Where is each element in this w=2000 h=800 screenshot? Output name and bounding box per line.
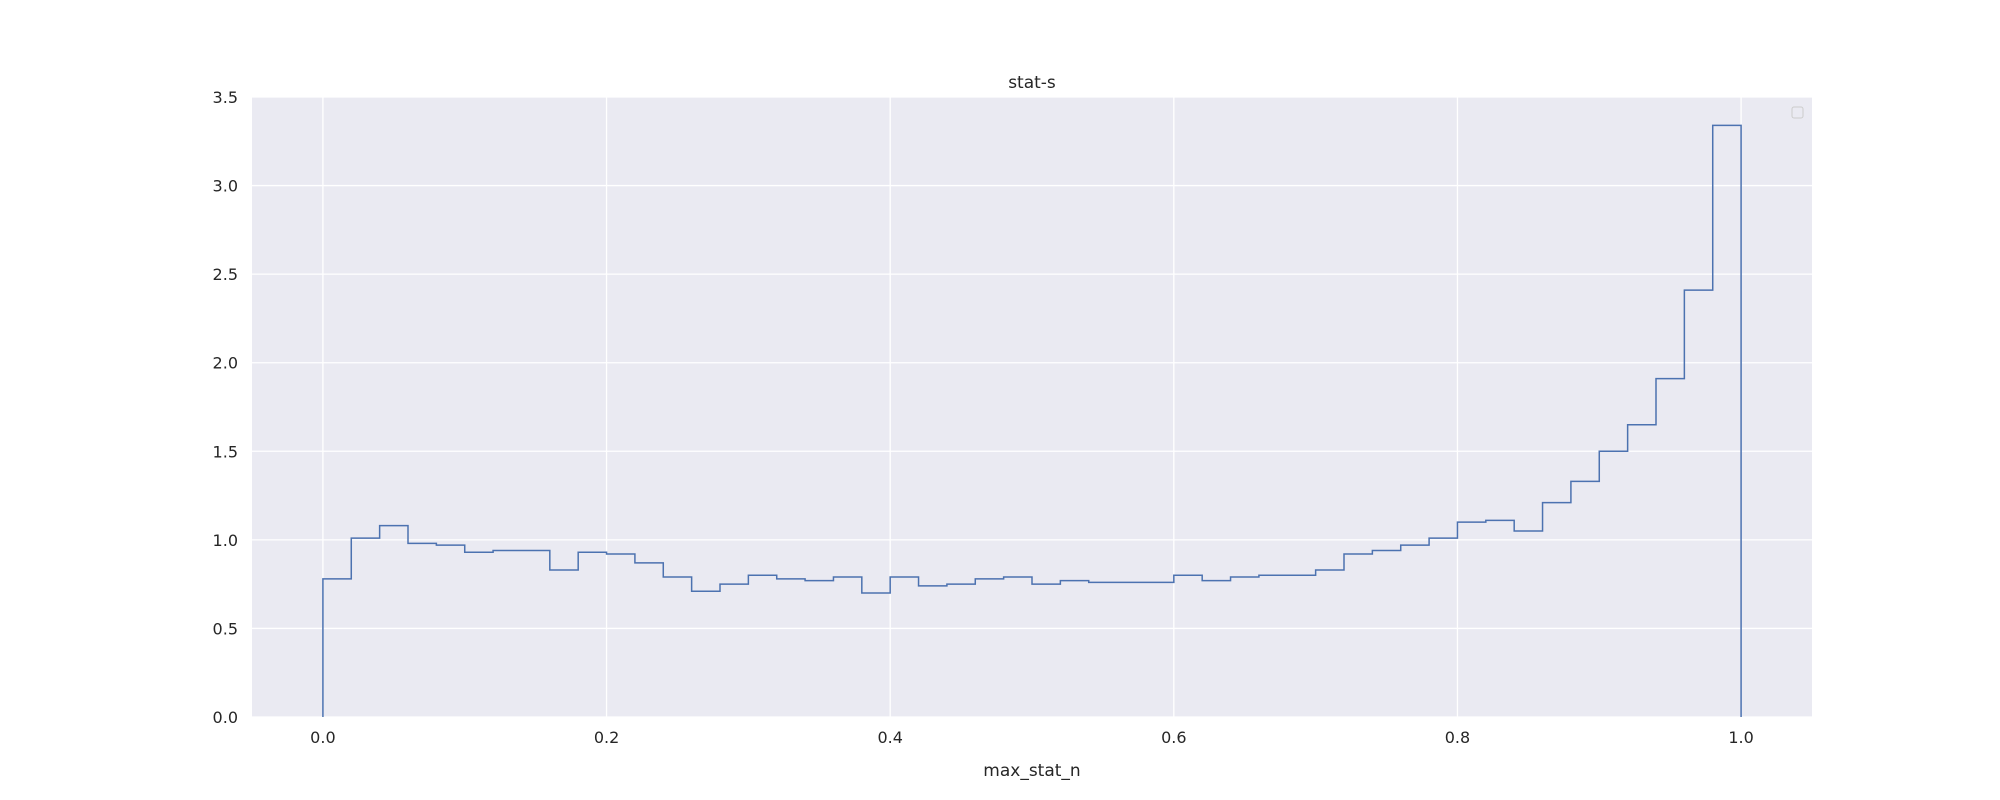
y-tick-label: 3.0 (213, 177, 238, 196)
plot-area (252, 97, 1812, 717)
x-axis-label: max_stat_n (983, 761, 1080, 781)
legend-box (1791, 106, 1804, 119)
x-tick-label: 0.6 (1161, 728, 1186, 747)
y-tick-label: 3.5 (213, 88, 238, 107)
x-tick-label: 0.2 (594, 728, 619, 747)
x-tick-label: 1.0 (1728, 728, 1753, 747)
y-tick-label: 0.5 (213, 619, 238, 638)
chart-title: stat-s (1008, 73, 1056, 93)
y-tick-label: 0.0 (213, 708, 238, 727)
y-tick-label: 2.0 (213, 354, 238, 373)
x-tick-label: 0.4 (877, 728, 902, 747)
y-tick-label: 1.0 (213, 531, 238, 550)
histogram-step-line (322, 124, 1742, 717)
y-tick-labels: 0.0 0.5 1.0 1.5 2.0 2.5 3.0 3.5 (213, 88, 238, 727)
y-tick-label: 1.5 (213, 442, 238, 461)
y-tick-label: 2.5 (213, 265, 238, 284)
x-tick-labels: 0.0 0.2 0.4 0.6 0.8 1.0 (310, 728, 1754, 747)
x-tick-label: 0.8 (1445, 728, 1470, 747)
x-tick-label: 0.0 (310, 728, 335, 747)
